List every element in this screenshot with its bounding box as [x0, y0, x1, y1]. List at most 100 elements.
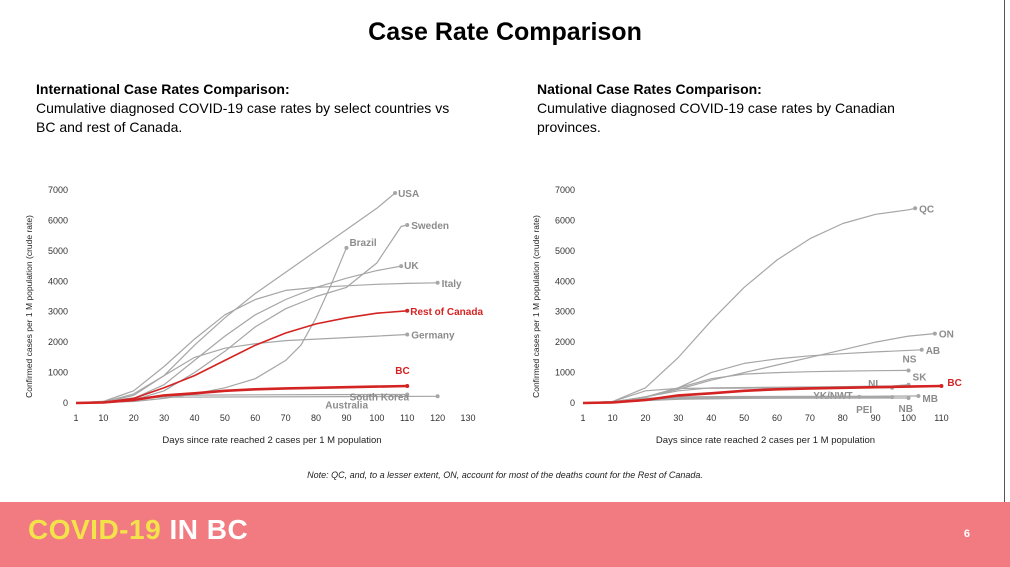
series-label-pei: PEI	[856, 405, 872, 416]
x-tick-label: 10	[98, 413, 108, 423]
y-tick-label: 6000	[555, 215, 575, 225]
series-end-point-brazil	[344, 245, 349, 250]
x-tick-label: 110	[934, 413, 948, 423]
x-tick-label: 80	[838, 413, 848, 423]
x-tick-label: 60	[772, 413, 782, 423]
right-panel-heading: National Case Rates Comparison:	[537, 81, 762, 97]
series-line-italy	[75, 282, 438, 404]
series-label-south-korea: South Korea	[350, 392, 410, 403]
y-tick-label: 5000	[48, 246, 68, 256]
series-label-sk: SK	[913, 373, 928, 384]
y-tick-label: 0	[63, 398, 68, 408]
y-tick-label: 7000	[48, 185, 68, 195]
series-end-point-australia	[405, 392, 410, 397]
series-label-qc: QC	[919, 204, 934, 215]
series-label-uk: UK	[404, 261, 419, 272]
series-label-bc: BC	[947, 378, 961, 389]
brand-logo: COVID-19 IN BC	[28, 514, 248, 546]
series-label-brazil: Brazil	[349, 238, 376, 249]
series-end-point-bc	[405, 383, 410, 388]
x-axis-title: Days since rate reached 2 cases per 1 M …	[162, 435, 381, 446]
series-line-qc	[582, 207, 916, 404]
x-tick-label: 70	[281, 413, 291, 423]
y-tick-label: 2000	[48, 337, 68, 347]
series-label-usa: USA	[398, 189, 419, 200]
x-tick-label: 90	[341, 413, 351, 423]
y-tick-label: 3000	[48, 307, 68, 317]
series-label-sweden: Sweden	[411, 221, 449, 232]
x-tick-label: 50	[220, 413, 230, 423]
series-end-point-rest-of-canada	[405, 308, 410, 313]
series-label-yk-nwt: YK/NWT	[813, 391, 852, 402]
series-label-mb: MB	[922, 394, 938, 405]
page-title: Case Rate Comparison	[368, 18, 642, 46]
y-tick-label: 1000	[48, 368, 68, 378]
series-end-point-bc	[939, 383, 944, 388]
x-tick-label: 20	[640, 413, 650, 423]
series-line-sweden	[75, 224, 408, 404]
series-line-rest-of-canada	[75, 310, 408, 404]
y-tick-label: 1000	[555, 368, 575, 378]
x-tick-label: 130	[460, 413, 475, 423]
y-axis-title: Confirmed cases per 1 M population (crud…	[24, 215, 34, 398]
deaths-note: Note: QC, and, to a lesser extent, ON, a…	[307, 470, 703, 480]
series-label-australia: Australia	[325, 400, 368, 411]
y-tick-label: 4000	[48, 276, 68, 286]
x-axis-title: Days since rate reached 2 cases per 1 M …	[656, 435, 875, 446]
series-end-point-south-korea	[435, 394, 440, 399]
series-line-germany	[75, 333, 408, 404]
x-tick-label: 30	[673, 413, 683, 423]
y-tick-label: 6000	[48, 215, 68, 225]
series-end-point-on	[932, 331, 937, 336]
series-end-point-ns	[906, 368, 911, 373]
series-line-bc	[75, 384, 408, 405]
brand-covid-text: COVID-19	[28, 514, 162, 545]
y-tick-label: 3000	[555, 307, 575, 317]
series-label-rest-of-canada: Rest of Canada	[410, 307, 483, 318]
series-line-on	[582, 333, 935, 404]
series-end-point-sweden	[405, 222, 410, 227]
series-line-uk	[75, 265, 402, 404]
series-end-point-nb	[906, 395, 911, 400]
series-end-point-ab	[919, 347, 924, 352]
y-tick-label: 7000	[555, 185, 575, 195]
slide-edge-divider	[1004, 0, 1005, 502]
series-label-germany: Germany	[411, 331, 455, 342]
series-label-ns: NS	[903, 354, 917, 365]
x-tick-label: 20	[129, 413, 139, 423]
series-end-point-qc	[913, 206, 918, 211]
series-end-point-usa	[393, 191, 398, 196]
series-label-bc: BC	[395, 366, 409, 377]
x-tick-label: 100	[901, 413, 916, 423]
series-line-bc	[582, 384, 942, 405]
right-panel-description: Cumulative diagnosed COVID-19 case rates…	[537, 100, 895, 135]
series-end-point-germany	[405, 332, 410, 337]
x-tick-label: 90	[871, 413, 881, 423]
series-line-brazil	[75, 247, 347, 404]
x-tick-label: 30	[159, 413, 169, 423]
x-tick-label: 40	[190, 413, 200, 423]
series-end-point-italy	[435, 280, 440, 285]
series-label-ab: AB	[926, 346, 940, 357]
footer-bar: COVID-19 IN BC 6	[0, 502, 1010, 567]
x-tick-label: 10	[608, 413, 618, 423]
left-panel-header: International Case Rates Comparison: Cum…	[36, 80, 456, 137]
y-tick-label: 0	[570, 398, 575, 408]
x-tick-label: 50	[739, 413, 749, 423]
y-tick-label: 4000	[555, 276, 575, 286]
x-tick-label: 80	[311, 413, 321, 423]
y-axis-title: Confirmed cases per 1 M population (crud…	[531, 215, 541, 398]
y-tick-label: 2000	[555, 337, 575, 347]
series-line-usa	[75, 192, 396, 404]
x-tick-label: 1	[580, 413, 585, 423]
series-end-point-mb	[916, 394, 921, 399]
series-label-nb: NB	[899, 404, 913, 415]
x-tick-label: 120	[430, 413, 445, 423]
x-tick-label: 70	[805, 413, 815, 423]
x-tick-label: 40	[706, 413, 716, 423]
page-number: 6	[963, 528, 970, 540]
series-end-point-uk	[399, 264, 404, 269]
series-label-on: ON	[939, 330, 954, 341]
